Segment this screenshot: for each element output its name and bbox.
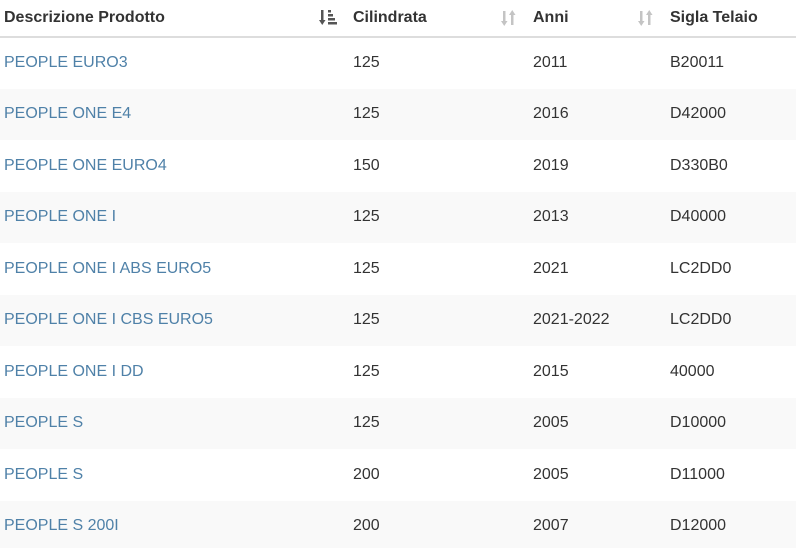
cell-anni: 2019 — [533, 156, 569, 174]
cell-descrizione: PEOPLE ONE I DD — [0, 346, 345, 398]
table-row: PEOPLE S 125 2005 D10000 — [0, 397, 796, 450]
product-link[interactable]: PEOPLE ONE I ABS EURO5 — [4, 259, 212, 277]
cell-anni: 2005 — [533, 414, 569, 432]
cell-descrizione: PEOPLE EURO3 — [0, 37, 345, 89]
cell-descrizione: PEOPLE ONE I ABS EURO5 — [0, 243, 345, 295]
cell-sigla-telaio: LC2DD0 — [670, 311, 732, 329]
table-header-row: Descrizione Prodotto Cilindrata — [0, 0, 796, 38]
table-row: PEOPLE ONE I DD 125 2015 40000 — [0, 346, 796, 398]
cell-sigla-telaio: D11000 — [670, 465, 725, 483]
cell-sigla-telaio: D40000 — [670, 208, 727, 226]
cell-cilindrata: 125 — [353, 414, 380, 432]
header-label: Anni — [533, 9, 569, 26]
table-row: PEOPLE ONE I 125 2013 D40000 — [0, 191, 796, 244]
product-link[interactable]: PEOPLE ONE E4 — [4, 105, 132, 123]
sort-icon[interactable] — [499, 9, 519, 27]
table-row: PEOPLE ONE EURO4 150 2019 D330B0 — [0, 140, 796, 192]
product-link[interactable]: PEOPLE ONE EURO4 — [4, 156, 167, 174]
cell-anni: 2021 — [533, 259, 569, 277]
cell-cilindrata: 125 — [353, 105, 380, 123]
product-link[interactable]: PEOPLE ONE I DD — [4, 362, 144, 380]
header-anni[interactable]: Anni — [525, 0, 662, 38]
cell-descrizione: PEOPLE ONE I CBS EURO5 — [0, 295, 345, 347]
header-sigla-telaio[interactable]: Sigla Telaio — [662, 0, 796, 38]
header-label: Descrizione Prodotto — [4, 9, 165, 26]
cell-sigla-telaio: D330B0 — [670, 156, 728, 174]
product-link[interactable]: PEOPLE ONE I — [4, 208, 117, 226]
product-link[interactable]: PEOPLE EURO3 — [4, 54, 128, 72]
cell-cilindrata: 125 — [353, 208, 380, 226]
cell-descrizione: PEOPLE S 200I — [0, 501, 345, 548]
product-link[interactable]: PEOPLE S — [4, 465, 84, 483]
cell-sigla-telaio: D12000 — [670, 517, 727, 535]
cell-descrizione: PEOPLE ONE EURO4 — [0, 140, 345, 192]
header-label: Sigla Telaio — [670, 9, 758, 26]
cell-anni: 2021-2022 — [533, 311, 610, 329]
sort-amount-desc-icon[interactable] — [319, 9, 339, 27]
cell-sigla-telaio: D42000 — [670, 105, 727, 123]
cell-descrizione: PEOPLE ONE E4 — [0, 89, 345, 141]
table-row: PEOPLE S 200 2005 D11000 — [0, 449, 796, 501]
cell-descrizione: PEOPLE ONE I — [0, 192, 345, 244]
cell-cilindrata: 150 — [353, 156, 380, 174]
product-link[interactable]: PEOPLE S — [4, 414, 84, 432]
cell-descrizione: PEOPLE S — [0, 449, 345, 501]
cell-anni: 2015 — [533, 362, 569, 380]
sort-icon[interactable] — [636, 9, 656, 27]
cell-sigla-telaio: LC2DD0 — [670, 259, 732, 277]
cell-anni: 2011 — [533, 54, 568, 72]
cell-anni: 2007 — [533, 517, 569, 535]
product-link[interactable]: PEOPLE S 200I — [4, 517, 119, 535]
table-row: PEOPLE S 200I 200 2007 D12000 — [0, 500, 796, 548]
table-row: PEOPLE ONE I ABS EURO5 125 2021 LC2DD0 — [0, 243, 796, 295]
header-cilindrata[interactable]: Cilindrata — [345, 0, 525, 38]
cell-sigla-telaio: D10000 — [670, 414, 727, 432]
cell-sigla-telaio: 40000 — [670, 362, 715, 380]
cell-cilindrata: 125 — [353, 54, 380, 72]
cell-cilindrata: 125 — [353, 362, 380, 380]
cell-anni: 2016 — [533, 105, 569, 123]
cell-anni: 2005 — [533, 465, 569, 483]
cell-anni: 2013 — [533, 208, 569, 226]
cell-cilindrata: 200 — [353, 465, 380, 483]
cell-cilindrata: 125 — [353, 259, 380, 277]
header-label: Cilindrata — [353, 9, 427, 26]
table-row: PEOPLE ONE I CBS EURO5 125 2021-2022 LC2DD0 — [0, 294, 796, 347]
header-descrizione-prodotto[interactable]: Descrizione Prodotto — [0, 0, 345, 38]
cell-cilindrata: 125 — [353, 311, 380, 329]
table-row: PEOPLE EURO3 125 2011 B20011 — [0, 37, 796, 89]
cell-descrizione: PEOPLE S — [0, 398, 345, 450]
cell-cilindrata: 200 — [353, 517, 380, 535]
table-row: PEOPLE ONE E4 125 2016 D42000 — [0, 88, 796, 141]
product-link[interactable]: PEOPLE ONE I CBS EURO5 — [4, 311, 213, 329]
cell-sigla-telaio: B20011 — [670, 54, 724, 72]
